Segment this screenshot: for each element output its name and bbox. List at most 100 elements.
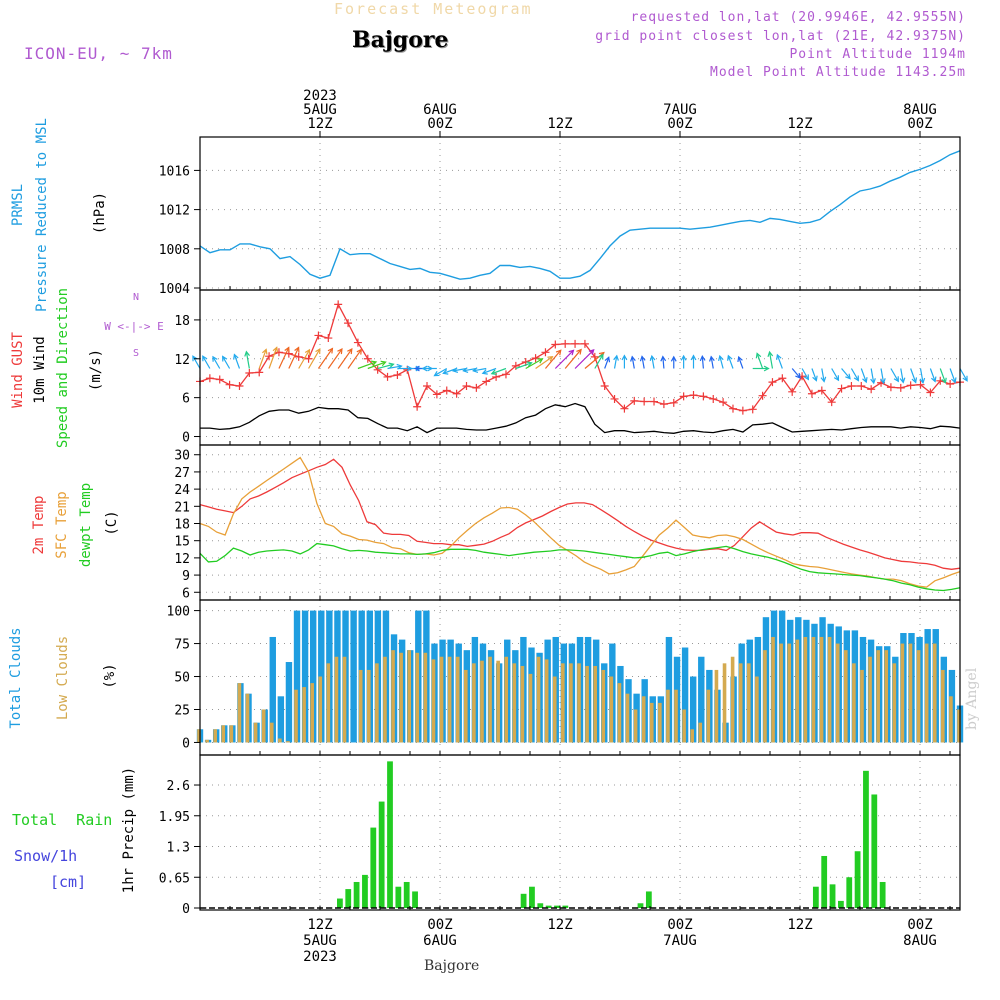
requested-coordinates: requested lon,lat (20.9946E, 42.9555N): [630, 10, 966, 25]
wind-dir-arrow: [482, 367, 497, 374]
rain-bar: [562, 905, 569, 908]
wind-dir-arrowhead: [613, 354, 619, 361]
wind-dir-arrowhead: [833, 375, 840, 382]
low-cloud-bar: [342, 656, 347, 743]
rain-bar: [554, 905, 560, 908]
model-label: ICON-EU, ~ 7km: [24, 44, 173, 63]
time-label-bottom: 5AUG: [303, 933, 337, 949]
low-cloud-bar: [520, 665, 525, 743]
wind-dir-arrow: [258, 349, 267, 369]
wind-dir-arrow: [710, 356, 714, 369]
rain-bar: [537, 903, 544, 908]
low-cloud-bar: [892, 663, 897, 743]
y-tick-label: 18: [174, 518, 190, 533]
wind-dir-arrowhead: [284, 346, 290, 353]
low-cloud-bar: [844, 650, 848, 743]
wind-dir-arrow: [919, 368, 924, 383]
rain-bar: [362, 874, 368, 908]
low-cloud-bar: [722, 663, 727, 743]
wind-dir-arrow: [929, 368, 936, 382]
wind-gust-marker: [235, 381, 244, 390]
panel-frame-pressure: [199, 136, 961, 291]
wind-dir-arrow: [473, 367, 487, 372]
wind-gust-marker: [748, 405, 757, 414]
wind-gust-marker: [778, 374, 787, 383]
y-tick-label: 30: [174, 449, 190, 464]
wind-dir-arrowhead: [737, 355, 743, 363]
grid-layer: [200, 137, 960, 910]
wind-dir-arrow: [776, 354, 783, 369]
wind-gust-marker: [679, 392, 688, 401]
wind-dir-arrow: [357, 361, 377, 370]
low-cloud-bar: [286, 741, 290, 743]
time-label-top: 00Z: [667, 116, 692, 132]
wind-gust-marker: [571, 339, 580, 348]
location-title: Bajgore: [352, 27, 449, 53]
time-label-bottom: 00Z: [907, 917, 932, 933]
low-cloud-bar: [924, 643, 929, 743]
rain-bar: [353, 881, 360, 908]
wind-dir-arrow: [727, 355, 734, 369]
wind-dir-arrowhead: [555, 349, 562, 356]
wind-gust-marker: [699, 392, 708, 401]
wind-dir-arrow: [268, 347, 278, 369]
wind-dir-arrowhead: [709, 355, 715, 362]
wind-dir-arrowhead: [776, 353, 782, 360]
total-rain-label: Total Rain: [12, 811, 112, 829]
wind-gust-marker: [511, 361, 520, 370]
low-cloud-bar: [326, 663, 331, 743]
low-cloud-bar: [787, 643, 792, 743]
wind-dir-arrow: [939, 368, 946, 383]
y-tick-label: 0: [182, 736, 190, 751]
wind-gust-marker: [758, 391, 767, 400]
wind-dir-arrowhead: [462, 367, 469, 373]
temp-sfc-label: SFC Temp: [54, 491, 70, 558]
wind-dir-arrow: [821, 368, 825, 382]
wind-dir-arrow: [463, 367, 477, 372]
wind-gust-marker: [600, 381, 609, 390]
wind-dir-arrowhead: [680, 354, 687, 361]
time-label-bottom: 2023: [303, 949, 337, 965]
total-cloud-bar: [698, 656, 705, 743]
wind-gust-marker: [344, 319, 353, 328]
compass-west-east: W <-|-> E: [104, 320, 164, 333]
low-cloud-bar: [932, 643, 937, 743]
wind-dir-arrowhead: [481, 369, 488, 375]
low-clouds-label: Low Clouds: [55, 636, 71, 720]
low-cloud-bar: [779, 643, 783, 743]
wind-dir-arrowhead: [639, 355, 646, 362]
temp-unit: (C): [104, 510, 120, 535]
wind-dir-arrow: [434, 367, 448, 377]
wind-gust-marker: [314, 331, 323, 340]
wind-dir-arrowhead: [588, 349, 595, 355]
rain-bar: [387, 761, 393, 908]
low-cloud-bar: [658, 702, 662, 743]
wind-dir-arrowhead: [630, 355, 636, 362]
y-tick-label: 27: [174, 466, 190, 481]
low-cloud-bar: [674, 689, 678, 743]
wind-10m-label: 10m Wind: [32, 336, 48, 403]
wind-gust-label: Wind GUST: [10, 332, 26, 408]
wind-gust-marker: [551, 340, 560, 349]
low-cloud-bar: [561, 663, 565, 743]
low-cloud-bar: [763, 650, 767, 743]
low-cloud-bar: [504, 656, 509, 743]
total-cloud-bar: [277, 696, 285, 743]
pressure-label-full: Pressure Reduced to MSL: [34, 118, 50, 312]
rain-bar: [846, 877, 853, 908]
pressure-label-prmsl: PRMSL: [10, 184, 26, 226]
wind-dir-arrow: [651, 356, 655, 369]
wind-speed-line: [200, 402, 961, 434]
wind-gust-marker: [659, 400, 668, 409]
time-label-top: 8AUG: [903, 102, 937, 118]
wind-dir-arrowhead: [755, 352, 762, 359]
wind-dir-arrow: [453, 367, 467, 372]
wind-dir-arrowhead: [233, 353, 239, 360]
low-cloud-bar: [383, 656, 387, 743]
y-tick-label: 100: [167, 605, 190, 620]
low-cloud-bar: [439, 656, 444, 743]
wind-gust-marker: [501, 370, 510, 379]
compass-south: S: [133, 348, 139, 359]
rain-bar: [645, 891, 652, 908]
wind-dir-arrowhead: [727, 354, 733, 361]
